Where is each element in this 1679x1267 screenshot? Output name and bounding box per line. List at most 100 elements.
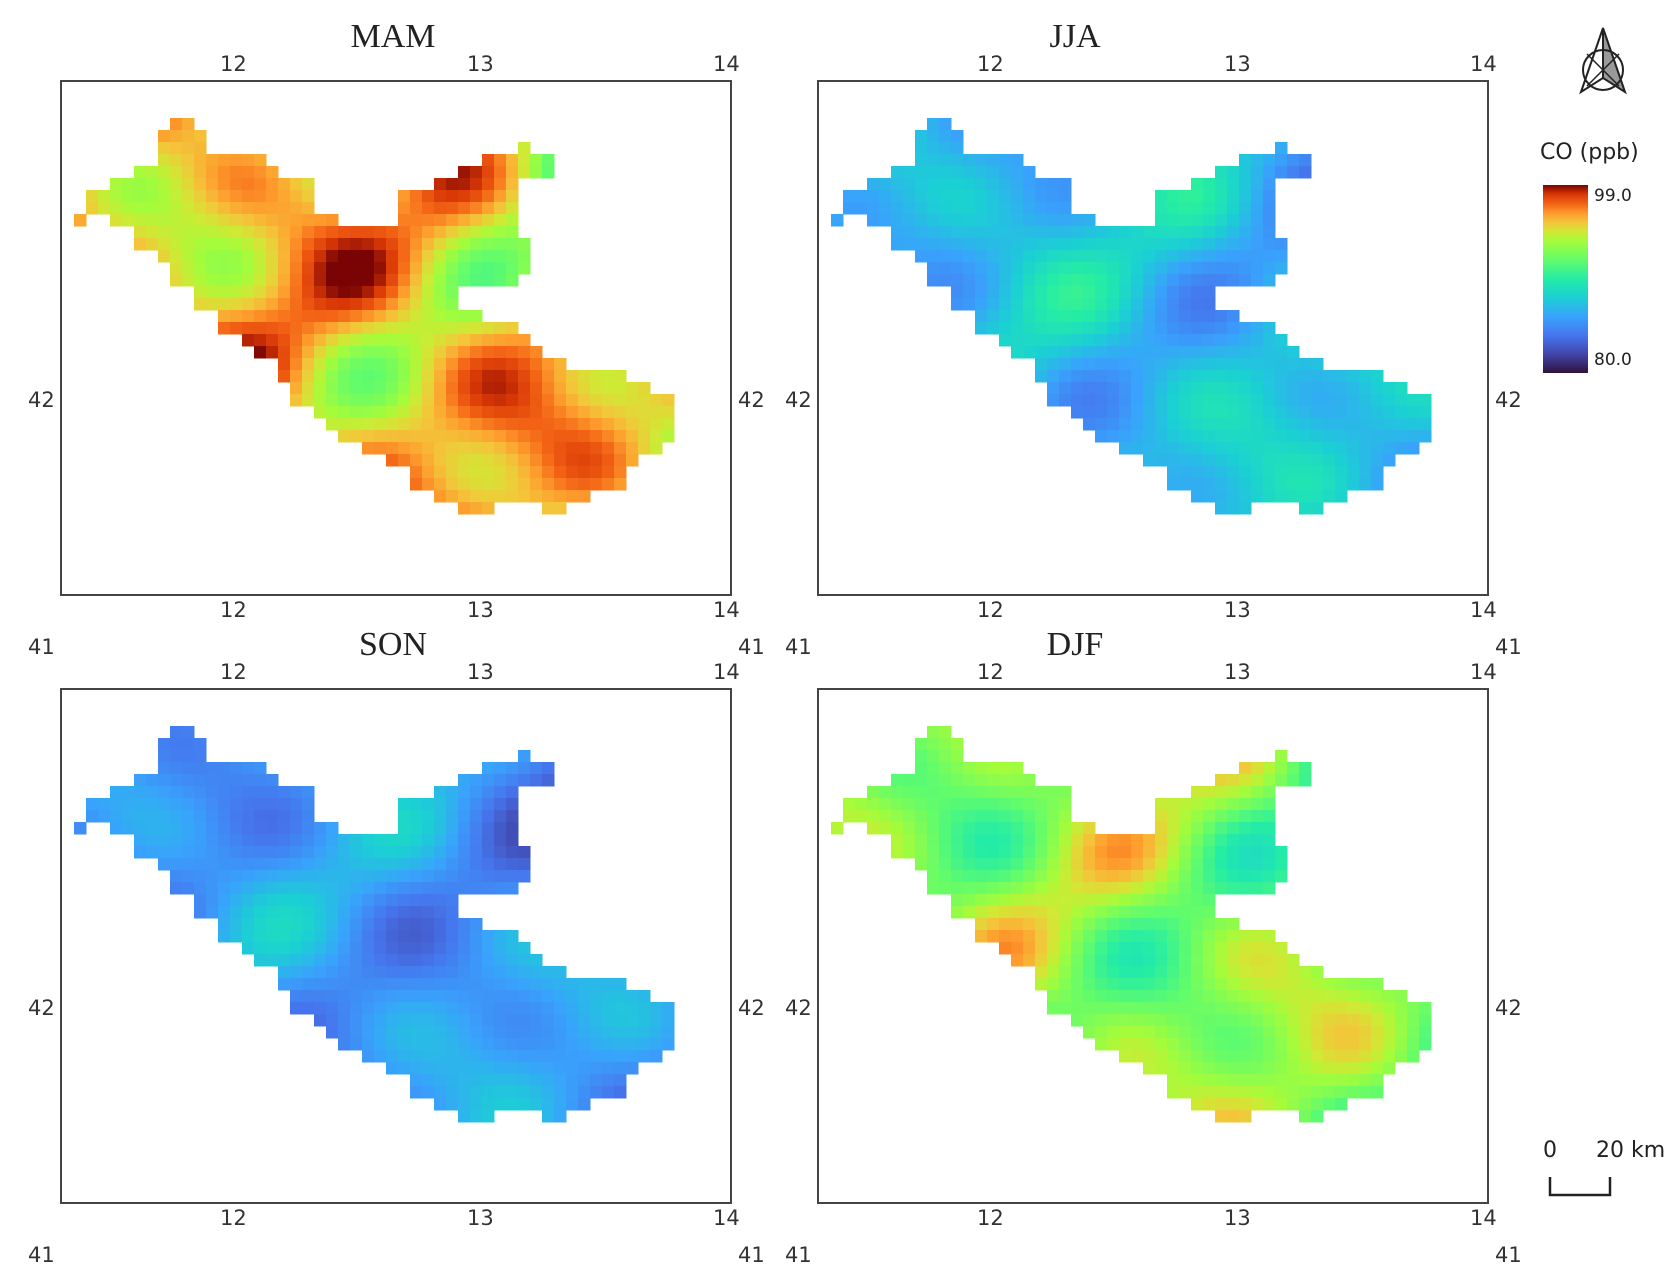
- raster-cell: [1359, 418, 1372, 431]
- raster-cell: [470, 358, 483, 371]
- raster-cell: [1059, 262, 1072, 275]
- raster-cell: [266, 346, 279, 359]
- raster-cell: [1167, 334, 1180, 347]
- raster-cell: [374, 834, 387, 847]
- raster-cell: [999, 274, 1012, 287]
- raster-cell: [470, 178, 483, 191]
- raster-cell: [290, 298, 303, 311]
- raster-cell: [1227, 382, 1240, 395]
- raster-cell: [254, 786, 267, 799]
- raster-cell: [1179, 978, 1192, 991]
- raster-cell: [110, 786, 123, 799]
- raster-cell: [518, 382, 531, 395]
- raster-cell: [554, 466, 567, 479]
- raster-cell: [1263, 418, 1276, 431]
- raster-cell: [891, 238, 904, 251]
- raster-cell: [1083, 214, 1096, 227]
- raster-cell: [1011, 310, 1024, 323]
- raster-cell: [1251, 166, 1264, 179]
- raster-cell: [302, 250, 315, 263]
- raster-cell: [1023, 322, 1036, 335]
- raster-cell: [458, 978, 471, 991]
- raster-cell: [1239, 166, 1252, 179]
- raster-cell: [999, 822, 1012, 835]
- raster-cell: [242, 214, 255, 227]
- raster-cell: [1227, 822, 1240, 835]
- raster-cell: [410, 834, 423, 847]
- raster-cell: [1203, 942, 1216, 955]
- raster-cell: [867, 810, 880, 823]
- raster-cell: [338, 966, 351, 979]
- raster-cell: [999, 918, 1012, 931]
- raster-cell: [1179, 214, 1192, 227]
- raster-cell: [1203, 406, 1216, 419]
- raster-cell: [1083, 238, 1096, 251]
- raster-cell: [1059, 358, 1072, 371]
- raster-cell: [398, 406, 411, 419]
- raster-cell: [518, 478, 531, 491]
- raster-cell: [350, 1014, 363, 1027]
- raster-cell: [302, 190, 315, 203]
- raster-cell: [1191, 322, 1204, 335]
- raster-cell: [1191, 394, 1204, 407]
- raster-cell: [146, 190, 159, 203]
- raster-cell: [1215, 502, 1228, 515]
- raster-cell: [1311, 966, 1324, 979]
- raster-cell: [482, 502, 495, 515]
- raster-cell: [1383, 1050, 1396, 1063]
- raster-cell: [554, 454, 567, 467]
- raster-cell: [831, 214, 844, 227]
- raster-cell: [506, 834, 519, 847]
- raster-cell: [999, 882, 1012, 895]
- raster-cell: [891, 166, 904, 179]
- raster-cell: [1119, 262, 1132, 275]
- raster-cell: [1011, 226, 1024, 239]
- raster-cell: [1059, 310, 1072, 323]
- raster-cell: [350, 1026, 363, 1039]
- raster-cell: [266, 858, 279, 871]
- raster-cell: [434, 834, 447, 847]
- raster-cell: [1107, 966, 1120, 979]
- raster-cell: [110, 810, 123, 823]
- raster-cell: [326, 358, 339, 371]
- raster-cell: [470, 1062, 483, 1075]
- raster-cell: [1035, 834, 1048, 847]
- raster-cell: [975, 226, 988, 239]
- raster-cell: [1191, 954, 1204, 967]
- raster-cell: [1215, 370, 1228, 383]
- raster-cell: [1083, 274, 1096, 287]
- raster-cell: [1107, 894, 1120, 907]
- raster-cell: [242, 822, 255, 835]
- raster-cell: [1155, 214, 1168, 227]
- raster-cell: [1143, 1026, 1156, 1039]
- raster-cell: [1299, 1050, 1312, 1063]
- raster-cell: [590, 382, 603, 395]
- raster-cell: [1371, 1002, 1384, 1015]
- raster-cell: [254, 190, 267, 203]
- raster-cell: [1287, 430, 1300, 443]
- raster-cell: [494, 454, 507, 467]
- raster-cell: [1299, 762, 1312, 775]
- raster-cell: [398, 286, 411, 299]
- raster-cell: [1167, 418, 1180, 431]
- raster-cell: [398, 906, 411, 919]
- raster-cell: [1419, 1026, 1432, 1039]
- raster-cell: [1215, 1098, 1228, 1111]
- raster-cell: [951, 846, 964, 859]
- raster-cell: [1227, 370, 1240, 383]
- raster-cell: [1167, 190, 1180, 203]
- raster-cell: [1239, 1002, 1252, 1015]
- raster-cell: [218, 190, 231, 203]
- raster-cell: [1311, 406, 1324, 419]
- raster-cell: [1263, 382, 1276, 395]
- raster-cell: [1383, 454, 1396, 467]
- raster-cell: [1179, 822, 1192, 835]
- raster-cell: [1359, 1086, 1372, 1099]
- raster-cell: [1095, 238, 1108, 251]
- raster-cell: [626, 1050, 639, 1063]
- raster-cell: [1071, 238, 1084, 251]
- raster-cell: [1167, 846, 1180, 859]
- raster-cell: [266, 918, 279, 931]
- raster-cell: [626, 406, 639, 419]
- raster-cell: [1395, 382, 1408, 395]
